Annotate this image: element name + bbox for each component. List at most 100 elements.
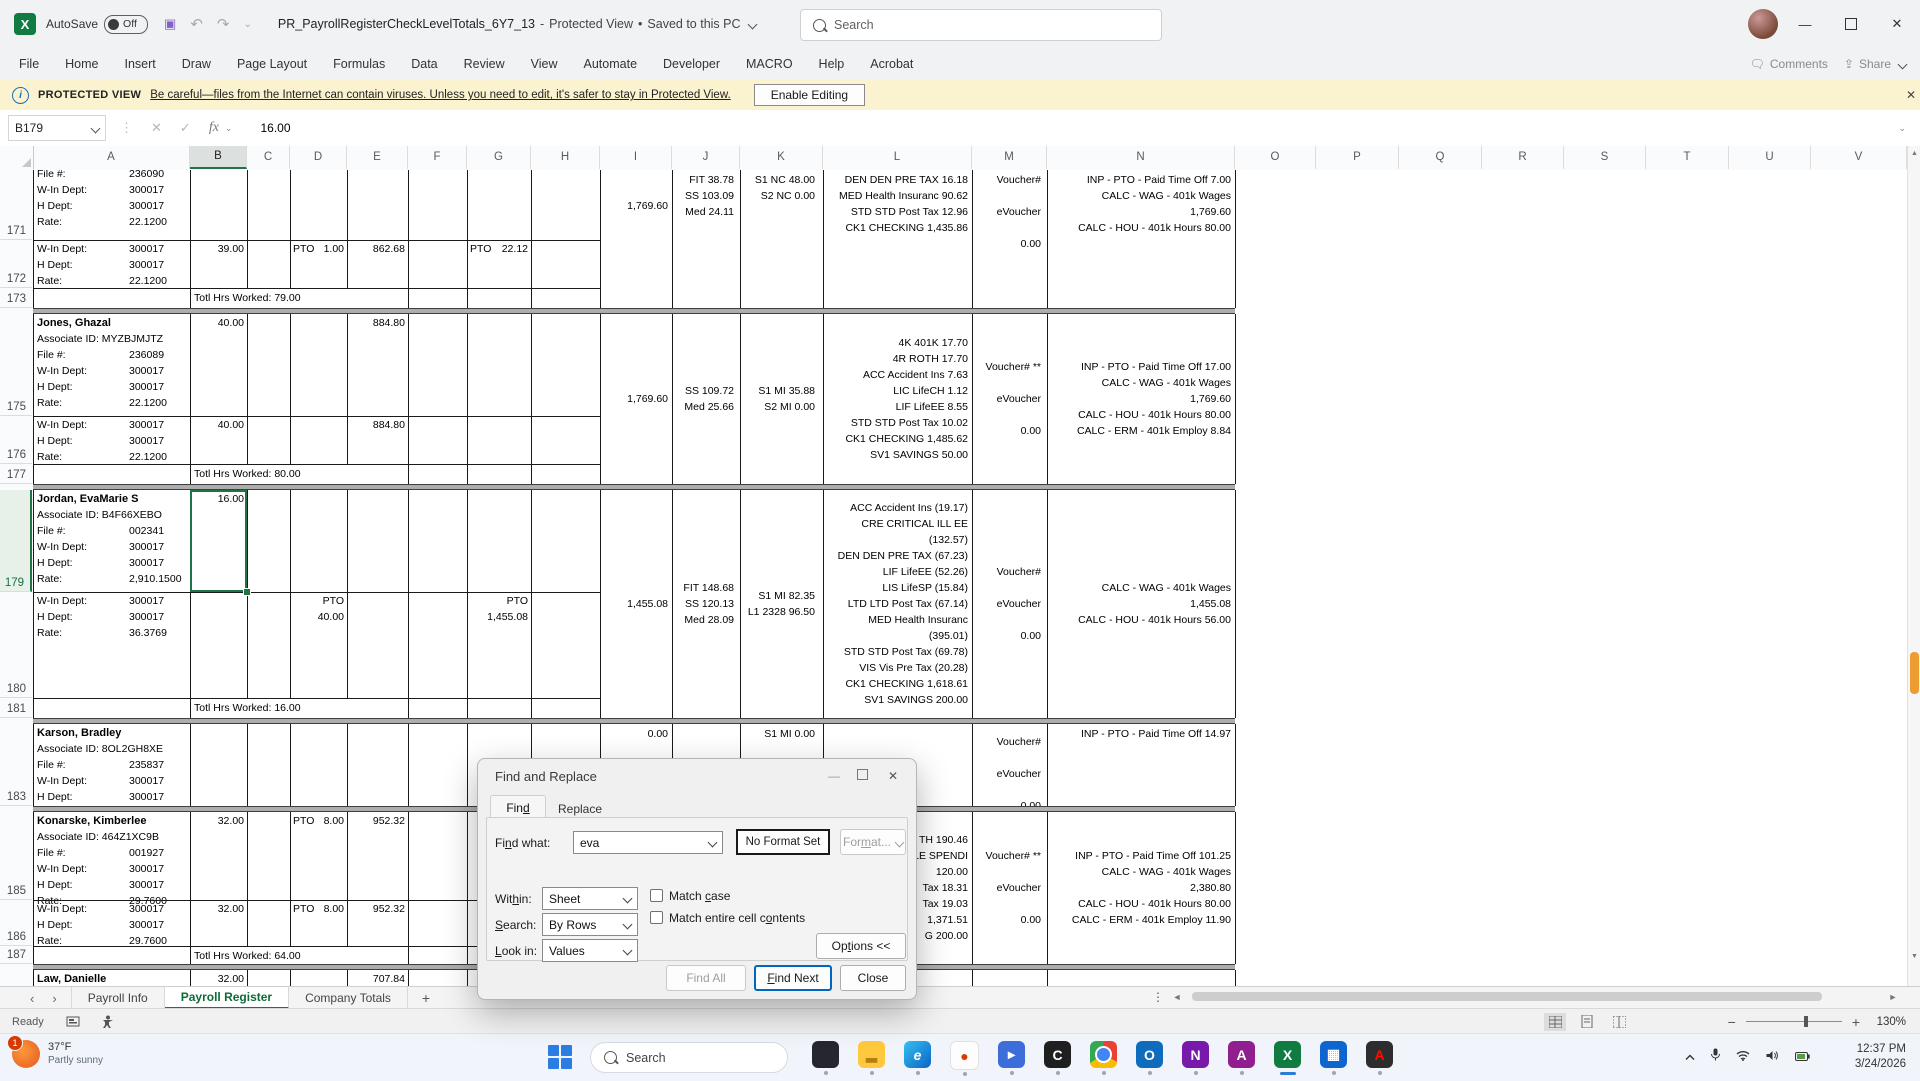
ribbon-tab-data[interactable]: Data (411, 57, 438, 71)
new-sheet-button[interactable]: + (421, 990, 431, 1006)
match-entire-checkbox[interactable] (650, 911, 663, 924)
banner-close-icon[interactable]: ✕ (1905, 88, 1916, 102)
row-header-171[interactable]: 171 (0, 170, 32, 240)
copilot-app-icon[interactable]: C (1044, 1041, 1071, 1075)
column-header-I[interactable]: I (600, 146, 672, 169)
qat-customize-icon[interactable]: ⌄ (243, 18, 252, 30)
restore-button[interactable] (1828, 0, 1874, 48)
row-header-180[interactable]: 180 (0, 592, 32, 698)
save-icon[interactable]: ▣ (164, 16, 177, 31)
row-header-181[interactable]: 181 (0, 698, 32, 718)
taskbar-search-box[interactable]: Search (590, 1042, 788, 1073)
formula-bar-expand-icon[interactable]: ⌄ (1898, 122, 1906, 133)
sheet-tab-payroll-info[interactable]: Payroll Info (70, 987, 165, 1009)
ribbon-tab-help[interactable]: Help (818, 57, 845, 71)
ribbon-tab-view[interactable]: View (530, 57, 558, 71)
column-header-H[interactable]: H (531, 146, 600, 169)
acrobat-icon[interactable]: A (1366, 1041, 1393, 1075)
column-header-P[interactable]: P (1316, 146, 1399, 169)
search-select[interactable]: By Rows (542, 913, 638, 936)
page-layout-view-button[interactable] (1576, 1013, 1598, 1031)
redo-icon[interactable]: ↷ (216, 16, 230, 33)
calculator-app-icon[interactable]: ▦ (1320, 1041, 1347, 1075)
comments-button[interactable]: 🗨 Comments (1749, 57, 1828, 71)
page-break-view-button[interactable] (1608, 1013, 1630, 1031)
zoom-slider[interactable] (1745, 1016, 1842, 1027)
close-button[interactable]: ✕ (1891, 16, 1903, 31)
find-next-button[interactable]: Find Next (754, 965, 832, 991)
employee-block[interactable]: Jordan, EvaMarie S Associate ID: B4F66XEB… (33, 490, 1236, 718)
zoom-out-icon[interactable]: − (1727, 1013, 1736, 1030)
column-header-A[interactable]: A (33, 146, 190, 169)
column-header-V[interactable]: V (1811, 146, 1907, 169)
scroll-up-icon[interactable]: ▲ (1911, 150, 1918, 157)
cancel-entry-icon[interactable]: ✕ (151, 120, 162, 135)
prev-sheet-icon[interactable]: ‹ (30, 990, 35, 1006)
vertical-scrollbar[interactable]: ▲ ▼ (1907, 146, 1920, 986)
column-header-R[interactable]: R (1482, 146, 1564, 169)
horizontal-scrollbar[interactable]: ◄ ► (1170, 991, 1900, 1002)
row-header-179[interactable]: 179 (0, 490, 32, 592)
tray-expand-icon[interactable] (1685, 1048, 1695, 1066)
column-header-J[interactable]: J (672, 146, 740, 169)
match-case-label[interactable]: Match case (669, 889, 731, 903)
zoom-in-icon[interactable]: + (1851, 1013, 1860, 1030)
microphone-icon[interactable] (1711, 1048, 1720, 1066)
row-header-183[interactable]: 183 (0, 724, 32, 806)
ribbon-tab-automate[interactable]: Automate (583, 57, 638, 71)
insert-function-icon[interactable]: fx (208, 120, 219, 135)
ribbon-tab-draw[interactable]: Draw (181, 57, 211, 71)
dialog-maximize-icon[interactable] (857, 769, 868, 783)
column-header-U[interactable]: U (1729, 146, 1811, 169)
row-header-177[interactable]: 177 (0, 464, 32, 484)
outlook-icon[interactable]: O (1136, 1041, 1163, 1075)
mail-app-icon[interactable]: ● (950, 1041, 979, 1076)
wifi-icon[interactable] (1736, 1048, 1750, 1066)
column-header-Q[interactable]: Q (1399, 146, 1482, 169)
employee-block[interactable]: File #: 236090 W-In Dept: 300017 H Dept: 3000… (33, 170, 1236, 308)
autosave-control[interactable]: AutoSave Off (46, 14, 149, 34)
dialog-close-icon[interactable]: ✕ (887, 769, 898, 783)
undo-icon[interactable]: ↶ (190, 16, 203, 33)
dialog-tab-find[interactable]: Find (490, 795, 546, 819)
chrome-browser-icon[interactable] (1090, 1041, 1117, 1075)
chevron-down-icon[interactable] (707, 837, 718, 848)
column-header-E[interactable]: E (347, 146, 408, 169)
format-button[interactable]: Format... (840, 829, 906, 855)
match-case-checkbox[interactable] (650, 889, 663, 902)
user-avatar[interactable] (1748, 9, 1778, 39)
column-header-G[interactable]: G (467, 146, 531, 169)
column-header-N[interactable]: N (1047, 146, 1235, 169)
onenote-icon[interactable]: N (1182, 1041, 1209, 1075)
normal-view-button[interactable] (1544, 1012, 1566, 1031)
scroll-left-icon[interactable]: ◄ (1172, 991, 1182, 1002)
start-button[interactable] (548, 1045, 574, 1071)
select-all-corner[interactable] (0, 146, 34, 169)
accessibility-icon[interactable] (102, 1015, 114, 1028)
sheet-tab-payroll-register[interactable]: Payroll Register (164, 987, 290, 1009)
horizontal-scroll-thumb[interactable] (1192, 992, 1822, 1001)
column-header-T[interactable]: T (1646, 146, 1729, 169)
selected-cell-outline[interactable] (190, 490, 247, 592)
column-header-L[interactable]: L (823, 146, 972, 169)
widgets-app-icon[interactable] (812, 1041, 839, 1075)
ribbon-tab-file[interactable]: File (19, 57, 40, 71)
close-dialog-button[interactable]: Close (840, 965, 906, 991)
row-header-172[interactable]: 172 (0, 240, 32, 288)
column-header-B[interactable]: B (190, 146, 247, 169)
row-header-173[interactable]: 173 (0, 288, 32, 308)
media-app-icon[interactable]: ▸ (998, 1041, 1025, 1075)
ribbon-tab-home[interactable]: Home (65, 57, 99, 71)
ribbon-tab-page-layout[interactable]: Page Layout (236, 57, 308, 71)
formula-value[interactable]: 16.00 (260, 121, 291, 135)
employee-block[interactable]: Konarske, Kimberlee Associate ID: 464Z1XC… (33, 812, 1236, 964)
name-box[interactable]: B179 (8, 115, 106, 141)
excel-app-icon[interactable]: X (14, 13, 36, 35)
row-header-187[interactable]: 187 (0, 946, 32, 964)
document-title[interactable]: PR_PayrollRegisterCheckLevelTotals_6Y7_1… (278, 17, 757, 31)
employee-block[interactable]: Karson, Bradley Associate ID: 8OL2GH8XE Fi… (33, 724, 1236, 812)
dialog-minimize-icon[interactable]: — (828, 769, 840, 783)
ribbon-tab-acrobat[interactable]: Acrobat (870, 57, 914, 71)
access-app-icon[interactable]: A (1228, 1041, 1255, 1075)
column-header-F[interactable]: F (408, 146, 467, 169)
